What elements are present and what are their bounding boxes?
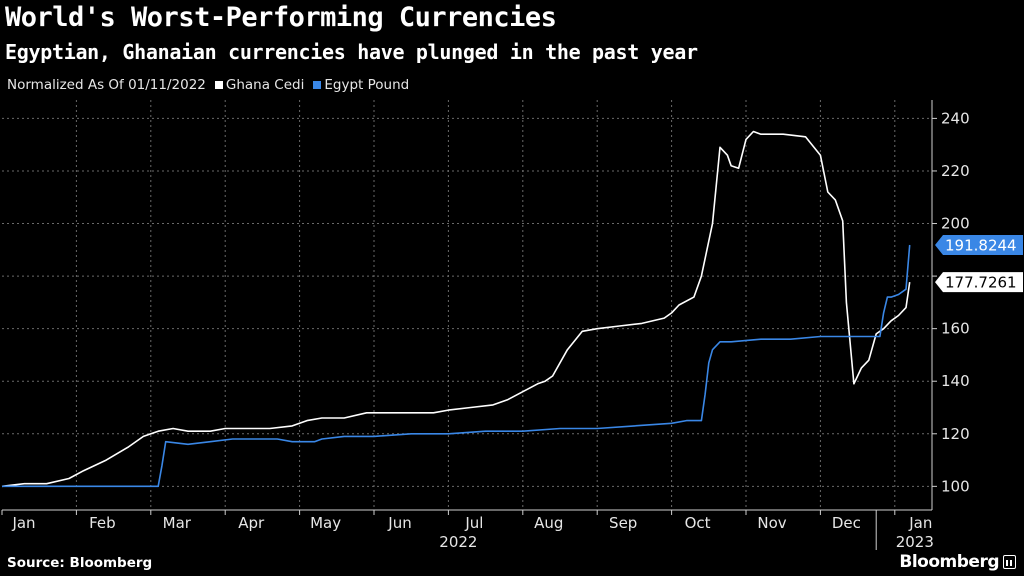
bloomberg-logo-icon: [1003, 555, 1016, 569]
legend: Normalized As Of 01/11/2022 Ghana Cedi E…: [7, 77, 409, 93]
last-value-tag-egypt-pound: 191.8244: [935, 235, 1023, 256]
x-tick-label: Jun: [387, 514, 411, 532]
legend-note: Normalized As Of 01/11/2022: [7, 77, 206, 93]
legend-item-egypt-pound: Egypt Pound: [313, 77, 409, 93]
x-year-label: 2022: [439, 533, 477, 551]
legend-label: Egypt Pound: [324, 77, 410, 93]
series-line-egypt-pound: [2, 244, 911, 488]
x-tick-label: Dec: [832, 514, 861, 532]
legend-label: Ghana Cedi: [225, 77, 305, 93]
last-value-tag-bg: [935, 235, 1023, 256]
source-note: Source: Bloomberg: [7, 555, 153, 571]
last-value-text: 177.7261: [945, 274, 1017, 292]
x-year-label: 2023: [896, 533, 934, 551]
y-tick-label: 120: [941, 425, 970, 443]
x-tick-label: Jan: [11, 514, 35, 532]
last-value-text: 191.8244: [945, 237, 1017, 255]
x-tick-label: May: [310, 514, 341, 532]
last-value-tag-ghana-cedi: 177.7261: [935, 272, 1023, 293]
legend-swatch-icon: [313, 81, 322, 89]
series-line-ghana-cedi: [1, 130, 911, 488]
x-tick-label: Oct: [685, 514, 711, 532]
legend-item-ghana-cedi: Ghana Cedi: [214, 77, 305, 93]
x-tick-label: Apr: [238, 514, 265, 532]
grid: [2, 100, 932, 510]
x-tick-label: Nov: [757, 514, 786, 532]
legend-swatch-icon: [214, 81, 223, 89]
y-tick-label: 200: [941, 215, 970, 233]
bloomberg-logo: Bloomberg: [899, 552, 1016, 572]
y-tick-label: 160: [941, 320, 970, 338]
x-tick-label: Sep: [609, 514, 637, 532]
logo-text: Bloomberg: [899, 552, 999, 572]
series: [1, 130, 911, 488]
axes: 100 120 140 160 200 220 240 Jan Feb Mar Apr May Jun J…: [1, 100, 970, 551]
x-tick-label: Jan: [908, 514, 932, 532]
x-tick-label: Aug: [534, 514, 563, 532]
x-tick-label: Mar: [163, 514, 192, 532]
chart-title: World's Worst-Performing Currencies: [5, 2, 557, 33]
y-tick-label: 100: [941, 477, 970, 495]
y-tick-label: 140: [941, 372, 970, 390]
value-labels: 177.7261 191.8244: [935, 235, 1023, 293]
y-tick-label: 220: [941, 162, 970, 180]
x-tick-label: Feb: [89, 514, 116, 532]
y-tick-label: 240: [941, 109, 970, 127]
chart-subtitle: Egyptian, Ghanaian currencies have plung…: [5, 40, 698, 64]
last-value-tag-bg: [935, 272, 1023, 293]
x-tick-label: Jul: [464, 514, 483, 532]
